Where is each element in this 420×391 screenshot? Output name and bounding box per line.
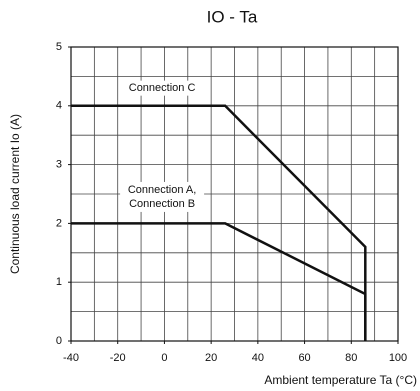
y-tick-label: 3: [56, 159, 62, 171]
series-label: Connection A,: [128, 184, 197, 196]
x-tick-label: -20: [110, 352, 126, 364]
label-box: [120, 181, 205, 212]
x-tick-label: 100: [389, 352, 407, 364]
chart-title: IO - Ta: [207, 7, 258, 26]
x-tick-label: 40: [252, 352, 264, 364]
y-axis-label: Continuous load current Io (A): [8, 114, 22, 274]
series-label: Connection B: [129, 198, 195, 210]
series-line: [71, 222, 367, 341]
y-tick-label: 4: [56, 100, 62, 112]
x-axis-label: Ambient temperature Ta (°C): [264, 373, 417, 387]
y-tick-label: 0: [56, 335, 62, 347]
x-tick-label: 80: [345, 352, 357, 364]
series-label: Connection C: [129, 82, 196, 94]
x-tick-label: 20: [205, 352, 217, 364]
x-tick-label: 60: [298, 352, 310, 364]
y-tick-label: 5: [56, 41, 62, 53]
y-tick-label: 2: [56, 217, 62, 229]
x-tick-label: 0: [161, 352, 167, 364]
label-box: [120, 80, 205, 96]
y-tick-label: 1: [56, 276, 62, 288]
x-tick-label: -40: [63, 352, 79, 364]
plot-frame: [70, 46, 399, 342]
